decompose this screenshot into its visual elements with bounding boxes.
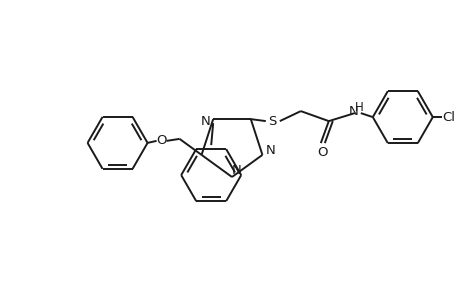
Text: N: N <box>232 164 241 176</box>
Text: Cl: Cl <box>442 111 454 124</box>
Text: H: H <box>354 100 363 114</box>
Text: N: N <box>348 105 358 118</box>
Text: O: O <box>317 146 327 159</box>
Text: N: N <box>200 115 210 128</box>
Text: S: S <box>268 115 276 128</box>
Text: O: O <box>156 134 167 147</box>
Text: N: N <box>265 144 274 158</box>
